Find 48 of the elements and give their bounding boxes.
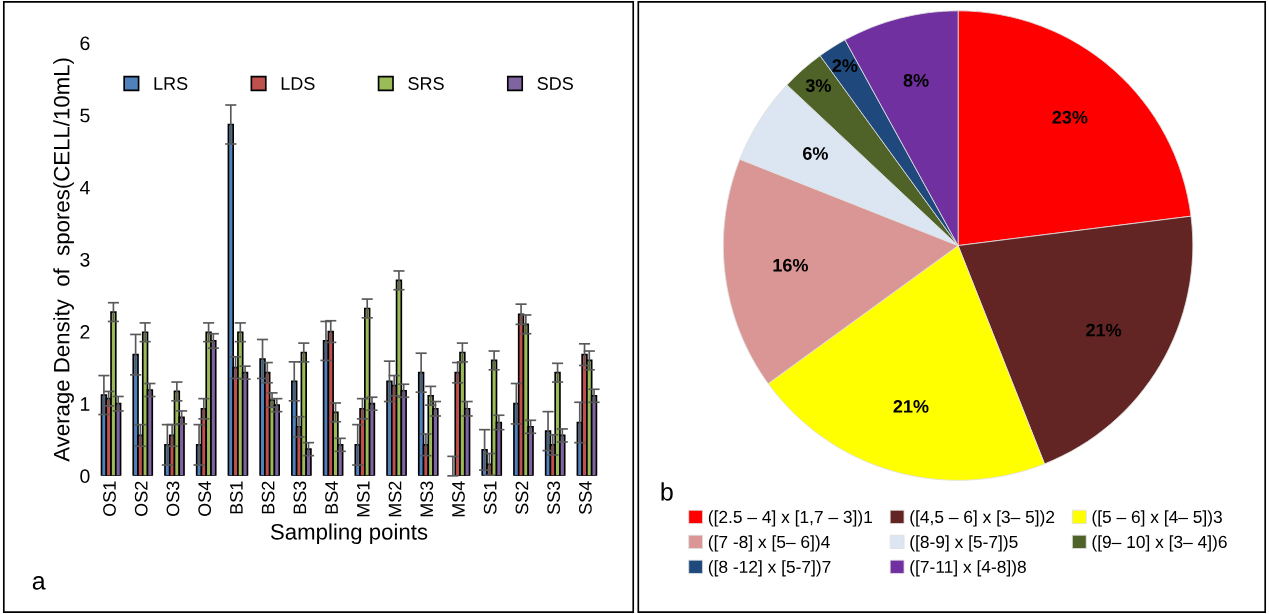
legend-label: LRS <box>154 77 188 90</box>
data-label: 16% <box>773 258 808 272</box>
x-tick-label: OS1 <box>103 481 116 516</box>
x-tick-label: BS1 <box>230 481 243 514</box>
y-tick-label: 1 <box>80 397 90 411</box>
x-tick-label: BS4 <box>325 481 338 514</box>
x-tick-label: MS4 <box>452 481 465 517</box>
legend-label: LDS <box>281 77 315 90</box>
x-tick-label: MS1 <box>356 481 370 517</box>
bar <box>132 353 139 476</box>
x-tick-label: SS2 <box>515 481 529 515</box>
y-tick-label: 5 <box>80 108 90 123</box>
data-label: 8% <box>903 73 929 87</box>
legend-label: SDS <box>537 77 573 90</box>
data-label: 3% <box>805 79 831 92</box>
x-tick-label: OS2 <box>134 481 148 516</box>
legend-label: ([7 -8] x [5– 6])4 <box>708 535 830 552</box>
legend-label: SRS <box>408 77 444 90</box>
legend-label: ([2.5 – 4] x [1,7 – 3])1 <box>708 510 872 527</box>
text: a <box>32 575 46 590</box>
legend-label: ([7-11] x [4-8])8 <box>910 560 1026 577</box>
legend-label: ([8 -12] x [5-7])7 <box>708 560 831 577</box>
legend-label: ([9– 10] x [3– 4])6 <box>1092 535 1227 552</box>
x-tick-label: OS3 <box>166 481 180 516</box>
y-tick-label: 6 <box>80 36 90 51</box>
x-tick-label: OS4 <box>198 481 212 516</box>
x-tick-label: MS2 <box>388 481 402 517</box>
x-axis-title: Sampling points <box>270 523 428 545</box>
x-tick-label: BS2 <box>261 481 275 514</box>
legend-label: ([4,5 – 6] x [3– 5])2 <box>910 510 1055 527</box>
data-label: 6% <box>802 147 828 160</box>
y-tick-label: 4 <box>79 180 90 195</box>
data-label: 23% <box>1052 110 1088 124</box>
y-tick-label: 2 <box>80 325 90 339</box>
data-label: 2% <box>832 59 858 73</box>
x-tick-label: SS3 <box>547 481 561 515</box>
x-tick-label: MS3 <box>420 481 434 517</box>
data-label: 21% <box>1086 323 1122 337</box>
text: b <box>661 482 673 501</box>
x-tick-label: SS1 <box>483 481 497 515</box>
legend-label: ([5 – 6] x [4– 5])3 <box>1092 510 1222 527</box>
legend-label: ([8-9] x [5-7])5 <box>910 535 1018 552</box>
x-tick-label: BS3 <box>293 481 307 514</box>
y-axis-title: Average Density of spores(CELL/10mL) <box>53 58 74 462</box>
y-tick-label: 3 <box>80 252 90 267</box>
y-tick-label: 0 <box>80 469 90 484</box>
x-tick-label: SS4 <box>578 481 592 515</box>
data-label: 21% <box>893 399 929 413</box>
